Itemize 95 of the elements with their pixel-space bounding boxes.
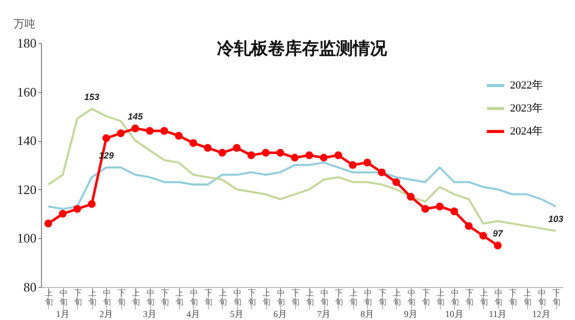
x-tick-label: 中旬 <box>407 288 416 306</box>
x-tick-label: 中旬 <box>276 288 285 306</box>
text: 7月 <box>317 309 330 319</box>
data-label: 145 <box>128 111 144 122</box>
point <box>320 154 328 162</box>
point <box>262 148 270 157</box>
text: 1月 <box>56 309 70 319</box>
text: 5月 <box>230 309 244 319</box>
point <box>88 200 96 208</box>
y-tick-label: 80 <box>24 280 36 294</box>
point <box>363 158 372 166</box>
x-tick-label: 上旬 <box>306 288 314 306</box>
y-tick-label: 100 <box>17 230 36 246</box>
x-tick-label: 下旬 <box>422 288 430 306</box>
point <box>348 161 357 169</box>
point <box>189 139 198 147</box>
x-tick-label: 中旬 <box>233 288 242 306</box>
x-tick-label: 下旬 <box>248 288 256 306</box>
x-tick-label: 下旬 <box>204 288 212 306</box>
x-tick-label: 上旬 <box>218 288 227 306</box>
point <box>44 220 52 228</box>
x-tick-label: 中旬 <box>102 288 111 306</box>
y-tick-label: 140 <box>17 133 36 148</box>
x-tick-label: 下旬 <box>508 288 517 306</box>
x-tick-label: 上旬 <box>44 288 53 306</box>
text: 10月 <box>445 309 464 319</box>
point <box>204 144 212 152</box>
point <box>290 154 299 162</box>
x-tick-label: 中旬 <box>538 288 546 306</box>
y-tick-label: 120 <box>17 182 36 197</box>
point <box>116 129 125 138</box>
point <box>479 232 488 240</box>
point <box>494 242 502 250</box>
x-tick-label: 下旬 <box>291 288 300 306</box>
x-tick-label: 上旬 <box>436 288 444 306</box>
point <box>131 124 140 132</box>
text: 11月 <box>488 309 507 319</box>
x-tick-label: 中旬 <box>190 288 198 306</box>
legend-label: 2023年 <box>510 102 543 114</box>
x-tick-label: 中旬 <box>450 288 459 306</box>
x-tick-label: 上旬 <box>392 288 401 306</box>
x-tick-label: 上旬 <box>262 288 270 306</box>
point <box>174 132 183 140</box>
x-tick-label: 下旬 <box>465 288 474 306</box>
point <box>421 205 430 213</box>
point <box>436 202 444 210</box>
legend-label: 2024年 <box>510 126 543 138</box>
point <box>160 126 168 135</box>
point <box>102 134 110 142</box>
x-tick-label: 中旬 <box>59 288 68 306</box>
data-label: 153 <box>84 92 100 102</box>
point <box>450 207 458 216</box>
x-tick-label: 上旬 <box>175 288 184 306</box>
text: 4月 <box>186 309 200 319</box>
text: 9月 <box>404 309 418 319</box>
point <box>218 148 226 157</box>
x-tick-label: 下旬 <box>160 288 169 306</box>
point <box>392 178 400 186</box>
y-axis-title: 万吨 <box>14 18 36 30</box>
x-tick-label: 中旬 <box>494 288 502 306</box>
point <box>232 144 241 152</box>
legend-label: 2022年 <box>510 80 543 92</box>
x-tick-label: 上旬 <box>523 288 532 306</box>
x-tick-label: 下旬 <box>552 288 560 306</box>
point <box>464 222 473 230</box>
x-tick-label: 中旬 <box>320 288 328 306</box>
point <box>73 205 82 213</box>
text: 12月 <box>532 309 550 319</box>
x-tick-label: 中旬 <box>364 288 372 306</box>
point <box>305 151 314 160</box>
x-tick-label: 上旬 <box>88 288 96 306</box>
x-tick-label: 中旬 <box>146 288 154 306</box>
data-label: 97 <box>492 228 504 239</box>
point <box>146 126 154 135</box>
x-tick-label: 下旬 <box>117 288 126 306</box>
point <box>58 210 67 218</box>
point <box>247 151 256 160</box>
x-tick-label: 下旬 <box>334 288 343 306</box>
point <box>378 168 386 176</box>
data-label: 103 <box>548 214 564 224</box>
point <box>406 192 415 201</box>
x-tick-label: 上旬 <box>132 288 140 306</box>
x-tick-label: 上旬 <box>480 288 488 306</box>
text: 3月 <box>143 309 156 319</box>
text: 6月 <box>274 309 287 319</box>
y-tick-label: 160 <box>17 84 36 100</box>
text: 2月 <box>100 309 113 319</box>
chart-title: 冷轧板卷库存监测情况 <box>217 39 388 58</box>
x-tick-label: 上旬 <box>349 288 358 306</box>
x-tick-label: 下旬 <box>74 288 82 306</box>
x-tick-label: 下旬 <box>378 288 386 306</box>
y-tick-label: 180 <box>17 36 36 50</box>
point <box>276 148 284 157</box>
point <box>334 151 342 160</box>
text: 8月 <box>360 309 374 319</box>
